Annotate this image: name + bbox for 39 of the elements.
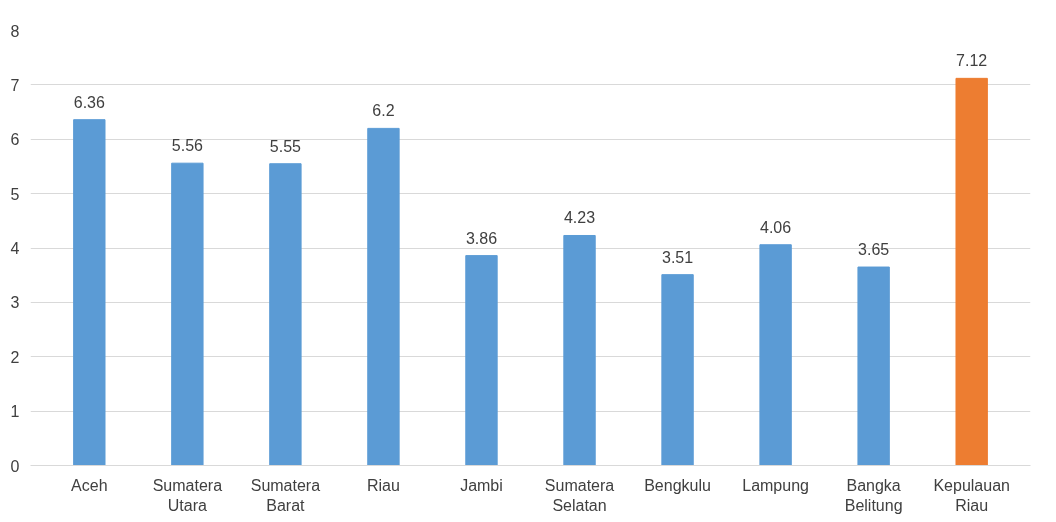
bar: [661, 274, 694, 466]
bar: [955, 77, 988, 466]
bar: [367, 127, 400, 466]
x-tick-label: Sumatera Selatan: [544, 476, 615, 514]
bar: [73, 119, 106, 466]
x-tick-label: Sumatera Utara: [152, 476, 223, 514]
data-label: 3.65: [858, 241, 890, 259]
x-tick-label: Aceh: [71, 476, 108, 494]
y-tick-label: 1: [10, 403, 20, 421]
y-tick-label: 2: [10, 348, 20, 366]
x-tick-label: Lampung: [742, 476, 809, 494]
data-label: 3.51: [661, 248, 694, 266]
x-tick-label: Kepulauan Riau: [933, 476, 1010, 514]
y-tick-label: 4: [10, 240, 20, 257]
data-label: 6.36: [73, 93, 105, 111]
data-label: 3.86: [465, 229, 498, 247]
y-tick-label: 6: [10, 131, 20, 149]
y-tick-label: 7: [10, 76, 20, 94]
y-tick-label: 8: [10, 22, 20, 40]
bar: [171, 162, 204, 466]
data-label: 5.56: [171, 137, 204, 155]
x-tick-label: Riau: [366, 476, 400, 494]
data-label: 5.55: [269, 137, 302, 155]
y-tick-label: 5: [10, 185, 20, 203]
bar: [563, 234, 596, 466]
x-tick-label: Jambi: [460, 476, 503, 494]
y-tick-label: 0: [10, 457, 20, 475]
y-tick-label: 3: [10, 294, 20, 312]
bar: [857, 266, 890, 466]
bar: [759, 244, 792, 466]
x-tick-label: Bengkulu: [644, 476, 711, 494]
data-label: 7.12: [956, 52, 988, 70]
data-label: 4.06: [760, 218, 792, 236]
data-label: 4.23: [563, 209, 596, 227]
x-tick-label: Sumatera Barat: [250, 476, 321, 514]
bar: [269, 163, 302, 466]
bar: [465, 255, 498, 466]
x-tick-label: Bangka Belitung: [844, 476, 903, 514]
data-label: 6.2: [372, 102, 395, 120]
